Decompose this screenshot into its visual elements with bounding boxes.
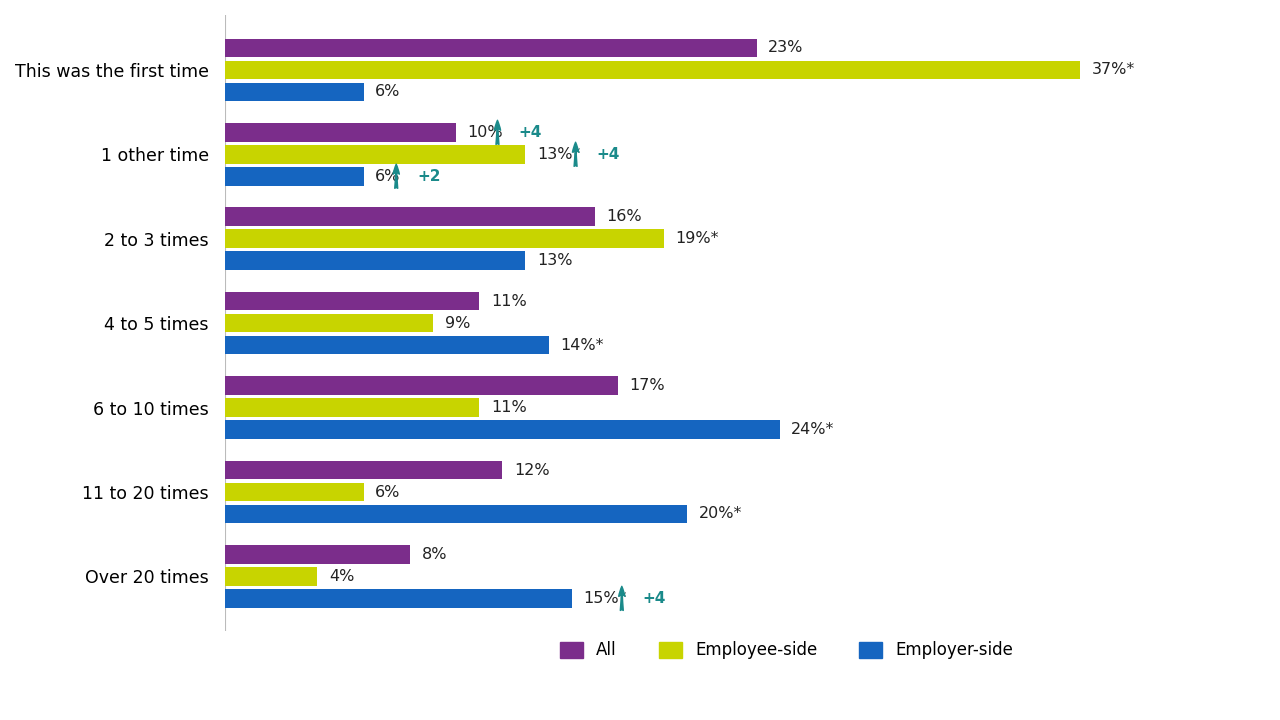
Text: +2: +2 xyxy=(417,168,440,184)
Text: 15%*: 15%* xyxy=(584,591,627,606)
Bar xyxy=(225,461,502,480)
Text: 20%*: 20%* xyxy=(699,506,742,521)
Bar xyxy=(225,398,479,417)
Text: 19%*: 19%* xyxy=(676,231,719,246)
Text: 13%: 13% xyxy=(538,253,572,268)
Text: 14%*: 14%* xyxy=(561,338,604,353)
Bar xyxy=(225,420,780,438)
Text: 9%: 9% xyxy=(444,315,470,330)
Bar xyxy=(225,567,317,586)
Bar xyxy=(225,60,1080,79)
Text: +4: +4 xyxy=(643,591,666,606)
Bar xyxy=(225,545,410,564)
Text: 12%: 12% xyxy=(513,462,549,477)
Text: 24%*: 24%* xyxy=(791,422,835,437)
Text: 6%: 6% xyxy=(375,485,401,500)
Bar xyxy=(225,207,595,226)
Text: 16%: 16% xyxy=(607,210,643,225)
Text: 11%: 11% xyxy=(490,294,526,309)
Text: 13%*: 13%* xyxy=(538,147,580,162)
Bar xyxy=(225,292,479,310)
Bar xyxy=(225,336,549,354)
Bar xyxy=(225,505,687,523)
Bar xyxy=(225,83,364,101)
Bar xyxy=(225,482,364,501)
Bar xyxy=(225,167,364,186)
Text: 6%: 6% xyxy=(375,84,401,99)
Bar xyxy=(225,377,618,395)
Text: 10%: 10% xyxy=(467,125,503,140)
Bar xyxy=(225,230,664,248)
Bar xyxy=(225,145,525,163)
Text: 11%: 11% xyxy=(490,400,526,415)
Bar xyxy=(225,589,572,608)
Bar xyxy=(225,39,756,57)
Text: 4%: 4% xyxy=(329,569,355,584)
Bar xyxy=(225,314,433,333)
Text: +4: +4 xyxy=(596,147,620,162)
Text: 23%: 23% xyxy=(768,40,804,55)
Text: 8%: 8% xyxy=(421,547,447,562)
Bar xyxy=(225,251,525,270)
Text: 6%: 6% xyxy=(375,168,401,184)
Legend: All, Employee-side, Employer-side: All, Employee-side, Employer-side xyxy=(553,635,1020,666)
Text: +4: +4 xyxy=(518,125,541,140)
Bar xyxy=(225,123,456,142)
Text: 37%*: 37%* xyxy=(1092,63,1135,77)
Text: 17%: 17% xyxy=(630,378,666,393)
